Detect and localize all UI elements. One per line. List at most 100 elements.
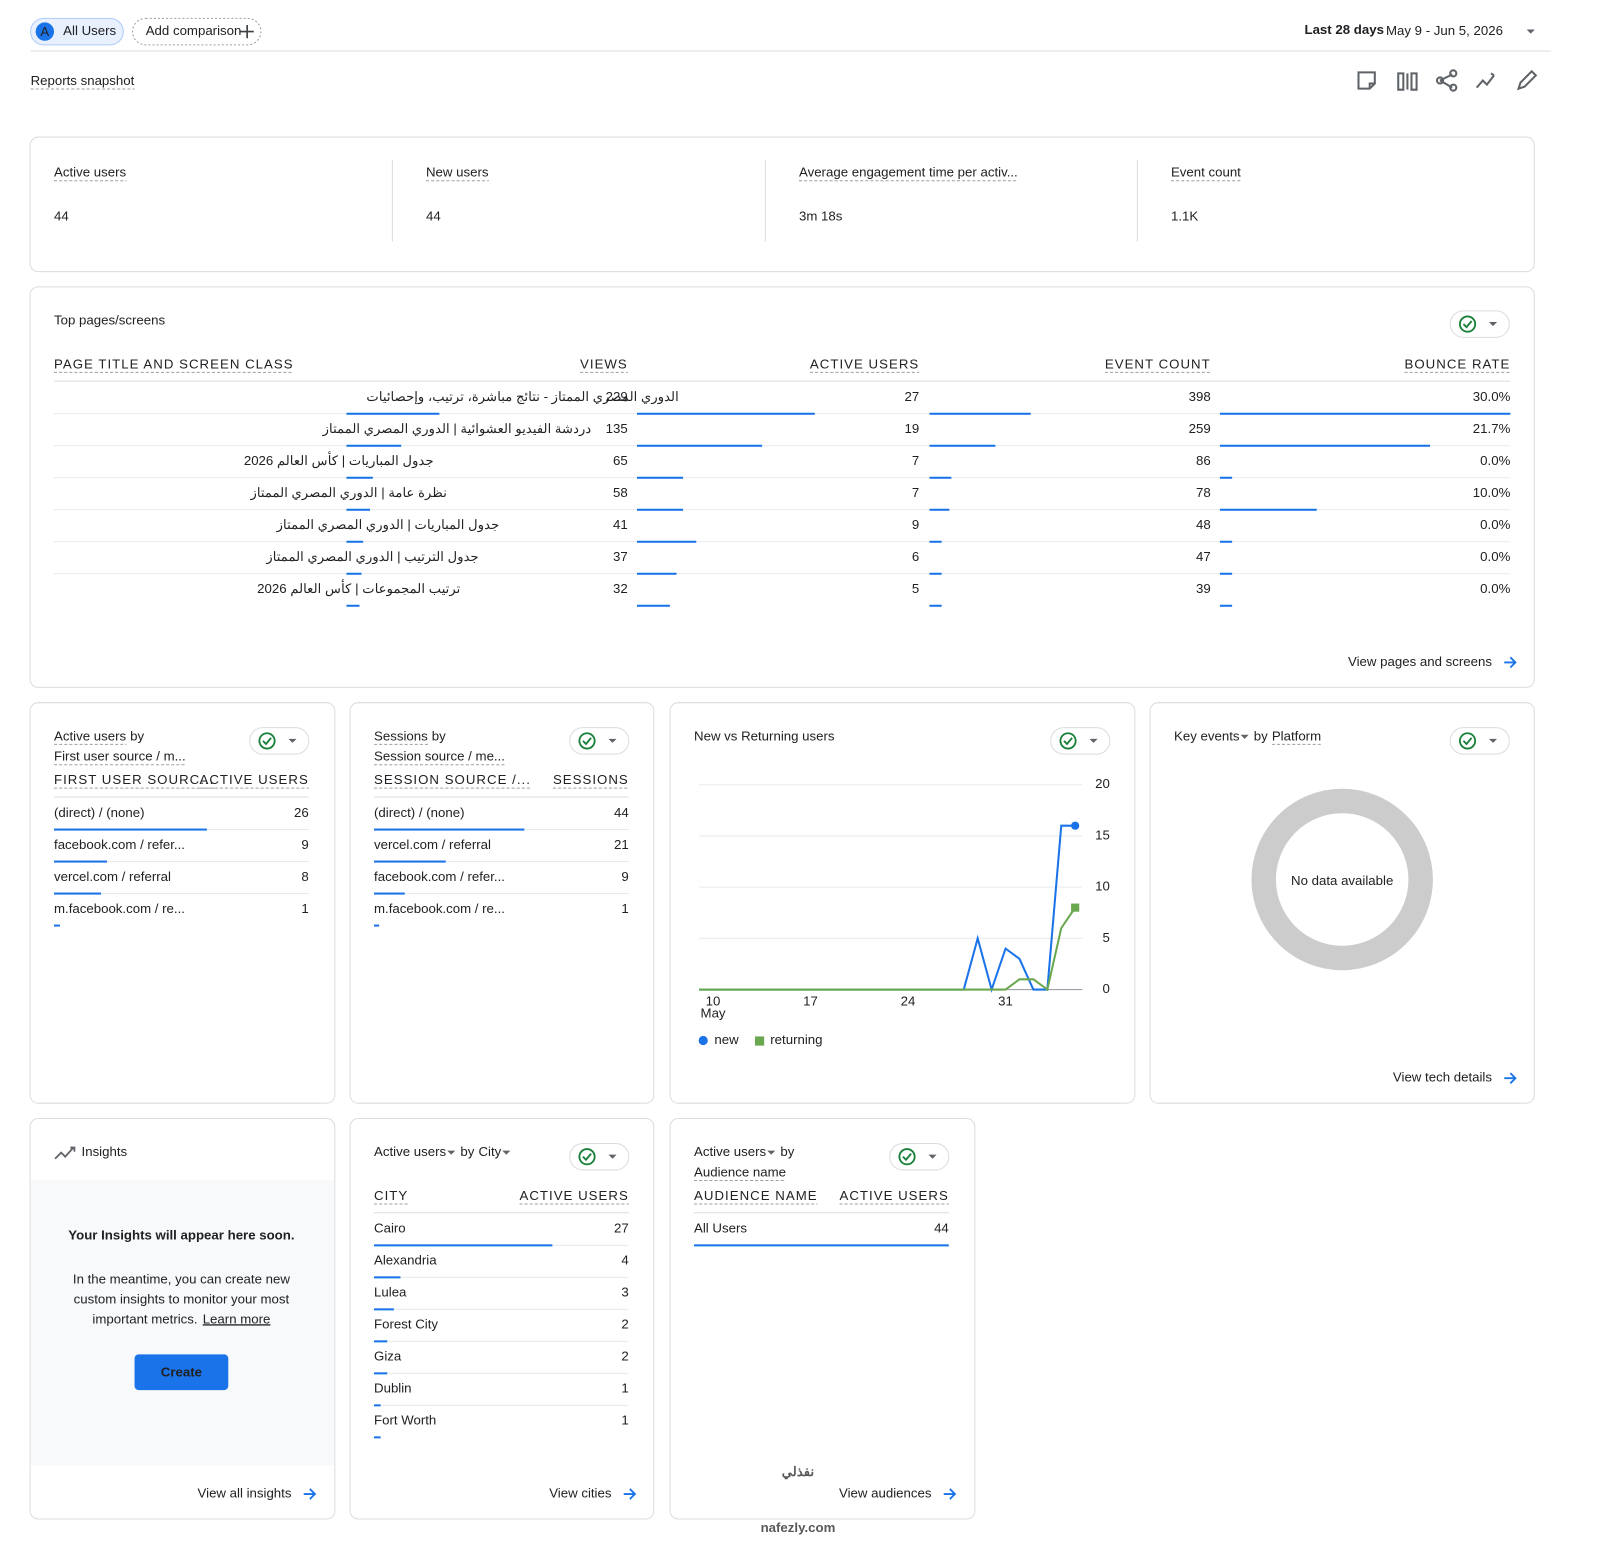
card-title: Sessions [374,728,428,743]
value-bar [636,444,763,447]
check-mark [262,737,272,746]
value-bar [1219,572,1233,575]
page-title-cell: دردشة الفيديو العشوائية | الدوري المصري … [322,421,592,437]
value-cell: 48 [1196,517,1211,532]
card [29,702,336,1104]
row-value: 2 [621,1317,628,1332]
card-title: Session source / me... [374,749,505,764]
dropdown-caret [1089,738,1098,743]
insights-icon [54,1146,76,1160]
row-value: 21 [614,837,629,852]
value-bar [636,476,684,479]
value-cell: 32 [613,581,628,596]
row-value: 9 [301,837,308,852]
date-range[interactable]: May 9 - Jun 5, 2026 [1386,23,1503,38]
value-bar [374,1372,388,1375]
value-cell: 19 [905,421,920,436]
card [669,702,1136,1104]
column-header: EVENT COUNT [1105,356,1211,371]
value-cell: 78 [1196,485,1211,500]
view-link[interactable]: View audiences [839,1486,932,1501]
check-mark [902,1153,912,1162]
value-bar [929,572,942,575]
dropdown-caret [608,738,617,743]
value-bar [1219,508,1317,511]
x-tick-sublabel: May [701,1006,726,1021]
card [349,1117,655,1520]
card-title: Active users [694,1144,766,1159]
column-header: ACTIVE USERS [519,1188,628,1203]
kpi-value: 44 [54,209,69,224]
dropdown-caret[interactable] [502,1150,511,1155]
kpi-value: 1.1K [1171,209,1198,224]
icon-share-node [1449,83,1458,92]
check-icon [1059,732,1077,750]
y-tick-label: 15 [1095,827,1110,842]
value-bar [374,1436,381,1439]
value-bar [374,1276,401,1279]
legend-marker [698,1035,708,1046]
icon-insights[interactable] [1475,72,1495,89]
column-header: ACTIVE USERS [810,356,919,371]
kpi-value: 44 [426,209,441,224]
value-bar [929,604,942,607]
value-cell: 229 [606,389,628,404]
value-cell: 58 [613,485,628,500]
value-cell: 0.0% [1480,517,1510,532]
insights-heading: Your Insights will appear here soon. [68,1228,294,1243]
end-point [1071,821,1080,830]
view-link[interactable]: View pages and screens [1348,654,1492,669]
dropdown-caret[interactable] [1526,29,1535,34]
row-value: 44 [934,1221,949,1236]
view-link[interactable]: View tech details [1393,1070,1492,1085]
series-line [699,907,1077,992]
dropdown-caret[interactable] [1240,734,1249,739]
value-cell: 5 [912,581,919,596]
value-bar [374,1308,394,1311]
dropdown-caret[interactable] [447,1150,456,1155]
legend-label: new [714,1032,739,1047]
learn-more-link[interactable]: Learn more [203,1311,271,1326]
empty-state: No data available [1291,873,1393,888]
create-button[interactable] [134,1354,229,1391]
check-mark [582,1153,592,1162]
value-bar [929,412,1031,415]
segment-chip[interactable] [30,17,124,46]
value-bar [1219,412,1511,415]
link-arrow [1504,1072,1517,1084]
value-bar [1219,604,1233,607]
end-point [1071,903,1080,912]
view-link[interactable]: View all insights [198,1486,292,1501]
icon-edit[interactable] [1516,69,1538,91]
insights-body: important metrics. [92,1311,197,1326]
value-cell: 0.0% [1480,581,1510,596]
column-header: PAGE TITLE AND SCREEN CLASS [54,356,294,371]
page-title-cell: جدول المباريات | كأس العالم 2026 [244,451,434,469]
card [669,1117,976,1520]
value-bar [929,444,996,447]
value-bar [54,860,107,863]
icon-compare[interactable] [1397,72,1418,91]
column-header: ACTIVE USERS [199,772,308,787]
check-icon [898,1148,916,1166]
row-value: 44 [614,805,629,820]
value-bar [636,540,697,543]
insights-body: custom insights to monitor your most [74,1291,290,1306]
icon-annotate[interactable] [1357,71,1376,90]
create-button-label[interactable]: Create [161,1364,202,1379]
add-comparison-chip[interactable] [131,17,262,46]
check-icon [578,732,596,750]
check-mark [582,737,592,746]
view-link[interactable]: View cities [549,1486,612,1501]
kpi-label: Average engagement time per activ... [799,165,1018,180]
column-header: ACTIVE USERS [839,1188,948,1203]
check-mark [1462,737,1473,746]
row-label: Alexandria [374,1253,437,1268]
page-title-cell: ترتيب المجموعات | كأس العالم 2026 [257,579,460,597]
dropdown-caret [1488,738,1498,743]
card-title: Insights [82,1144,128,1159]
card [29,136,1535,273]
check-icon [1458,315,1477,333]
dropdown-caret[interactable] [767,1150,776,1155]
row-value: 2 [621,1349,628,1364]
